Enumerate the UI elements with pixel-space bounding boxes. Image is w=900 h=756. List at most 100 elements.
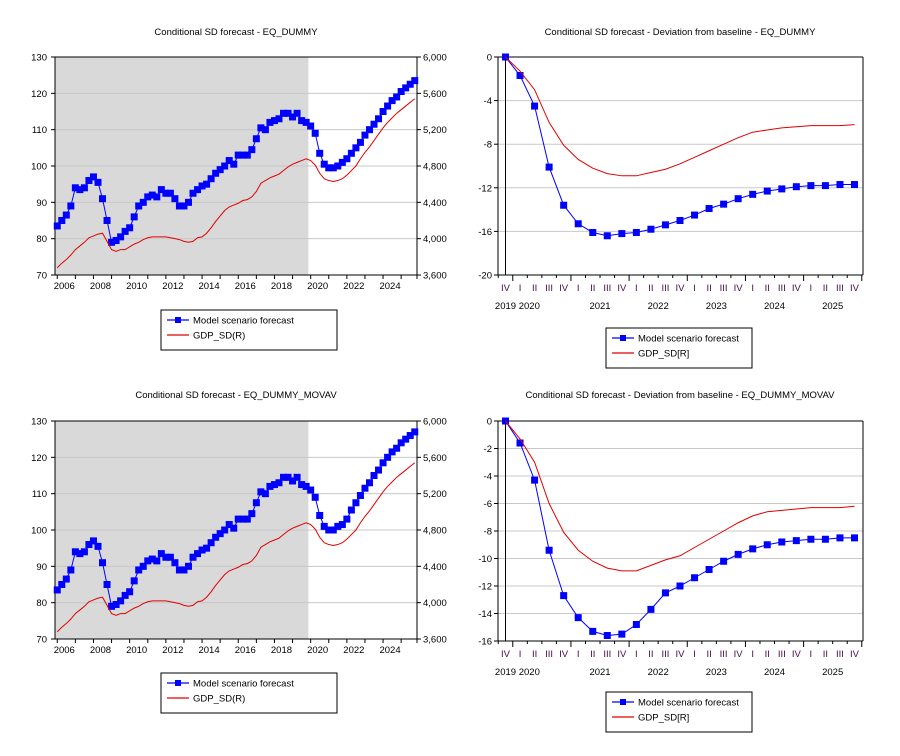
year-label: 2025 (822, 301, 843, 312)
data-point-marker (175, 566, 183, 574)
quarter-label: IV (850, 283, 860, 294)
data-point-marker (393, 444, 401, 452)
quarter-label: IV (734, 649, 744, 660)
quarter-label: III (778, 649, 786, 660)
x-tick-label: 2018 (271, 281, 292, 292)
y-tick-label-left: 120 (31, 89, 47, 100)
legend-swatch-marker (620, 335, 626, 341)
quarter-label: III (836, 283, 844, 294)
data-point-marker (189, 189, 197, 197)
year-label: 2024 (764, 301, 785, 312)
data-point-marker (647, 605, 655, 613)
year-label: 2025 (822, 667, 843, 678)
legend-label: Model scenario forecast (638, 698, 739, 709)
chart-title: Conditional SD forecast - Deviation from… (525, 390, 835, 401)
data-point-marker (334, 522, 342, 530)
y-tick-label-right: 4,400 (423, 562, 447, 573)
x-tick-label: 2016 (235, 281, 256, 292)
y-tick-label-right: 4,800 (423, 526, 447, 537)
data-point-marker (198, 182, 206, 190)
data-point-marker (792, 183, 800, 191)
data-point-marker (184, 198, 192, 206)
data-point-marker (749, 545, 757, 553)
data-point-marker (212, 169, 220, 177)
data-point-marker (574, 614, 582, 622)
data-point-marker (338, 521, 346, 529)
y-tick-label-right: 4,000 (423, 234, 447, 245)
data-point-marker (406, 80, 414, 88)
data-point-marker (293, 473, 301, 481)
x-tick-label: 2008 (90, 281, 111, 292)
data-point-marker (836, 534, 844, 542)
data-point-marker (71, 548, 79, 556)
data-point-marker (157, 550, 165, 558)
chart-tl: Conditional SD forecast - EQ_DUMMY 70 80 90… (31, 27, 447, 351)
year-label: 2021 (589, 667, 610, 678)
series-line-gdp-sd (56, 98, 416, 269)
year-label: 2020 (519, 667, 540, 678)
y-tick-label-left: 70 (36, 635, 47, 646)
data-point-marker (388, 97, 396, 105)
legend-swatch-marker (175, 317, 181, 323)
data-point-marker (293, 109, 301, 117)
data-point-marker (121, 227, 129, 235)
x-tick-label: 2024 (379, 645, 400, 656)
x-tick-label: 2012 (162, 645, 183, 656)
quarter-label: I (635, 283, 638, 294)
chart-br: Conditional SD forecast - Deviation from… (478, 390, 864, 733)
quarter-label: II (706, 649, 711, 660)
series-line-gdp-sd (56, 462, 416, 633)
y-tick-label-left: 70 (36, 271, 47, 282)
quarter-label: III (720, 649, 728, 660)
data-point-marker (365, 479, 373, 487)
quarter-label: III (836, 649, 844, 660)
data-point-marker (402, 435, 410, 443)
data-point-marker (589, 228, 597, 236)
data-point-marker (661, 589, 669, 597)
data-point-marker (307, 122, 315, 130)
legend-label: GDP_SD(R) (193, 331, 245, 342)
data-point-marker (329, 164, 337, 172)
data-point-marker (338, 158, 346, 166)
data-point-marker (284, 109, 292, 117)
quarter-label: III (545, 283, 553, 294)
legend-box (605, 691, 753, 733)
data-point-marker (216, 166, 224, 174)
y-tick-label-left: 110 (32, 125, 47, 136)
quarter-label: III (603, 283, 611, 294)
quarter-label: II (823, 283, 828, 294)
data-point-marker (257, 488, 265, 496)
data-point-marker (406, 432, 414, 440)
data-point-marker (384, 453, 392, 461)
data-point-marker (85, 541, 93, 549)
data-point-marker (239, 515, 247, 523)
year-label: 2021 (589, 301, 610, 312)
data-point-marker (80, 184, 88, 192)
data-point-marker (248, 146, 256, 154)
data-point-marker (375, 115, 383, 123)
data-point-marker (180, 202, 188, 210)
x-tick-label: 2014 (198, 645, 219, 656)
quarter-label: II (590, 283, 595, 294)
quarter-label: IV (676, 649, 686, 660)
y-tick-label-left: 90 (36, 562, 47, 573)
data-point-marker (243, 151, 251, 159)
data-point-marker (720, 557, 728, 565)
x-tick-label: 2020 (307, 645, 328, 656)
data-point-marker (763, 187, 771, 195)
data-point-marker (289, 477, 297, 485)
quarter-label: III (661, 649, 669, 660)
data-point-marker (252, 499, 260, 507)
data-point-marker (618, 230, 626, 238)
data-point-marker (117, 233, 125, 241)
quarter-label: II (706, 283, 711, 294)
data-point-marker (329, 526, 337, 534)
data-point-marker (375, 466, 383, 474)
y-tick-label: -16 (478, 637, 492, 648)
data-point-marker (807, 535, 815, 543)
y-tick-label-right: 5,200 (423, 489, 447, 500)
quarter-label: IV (501, 283, 511, 294)
data-point-marker (397, 439, 405, 447)
data-point-marker (225, 521, 233, 529)
